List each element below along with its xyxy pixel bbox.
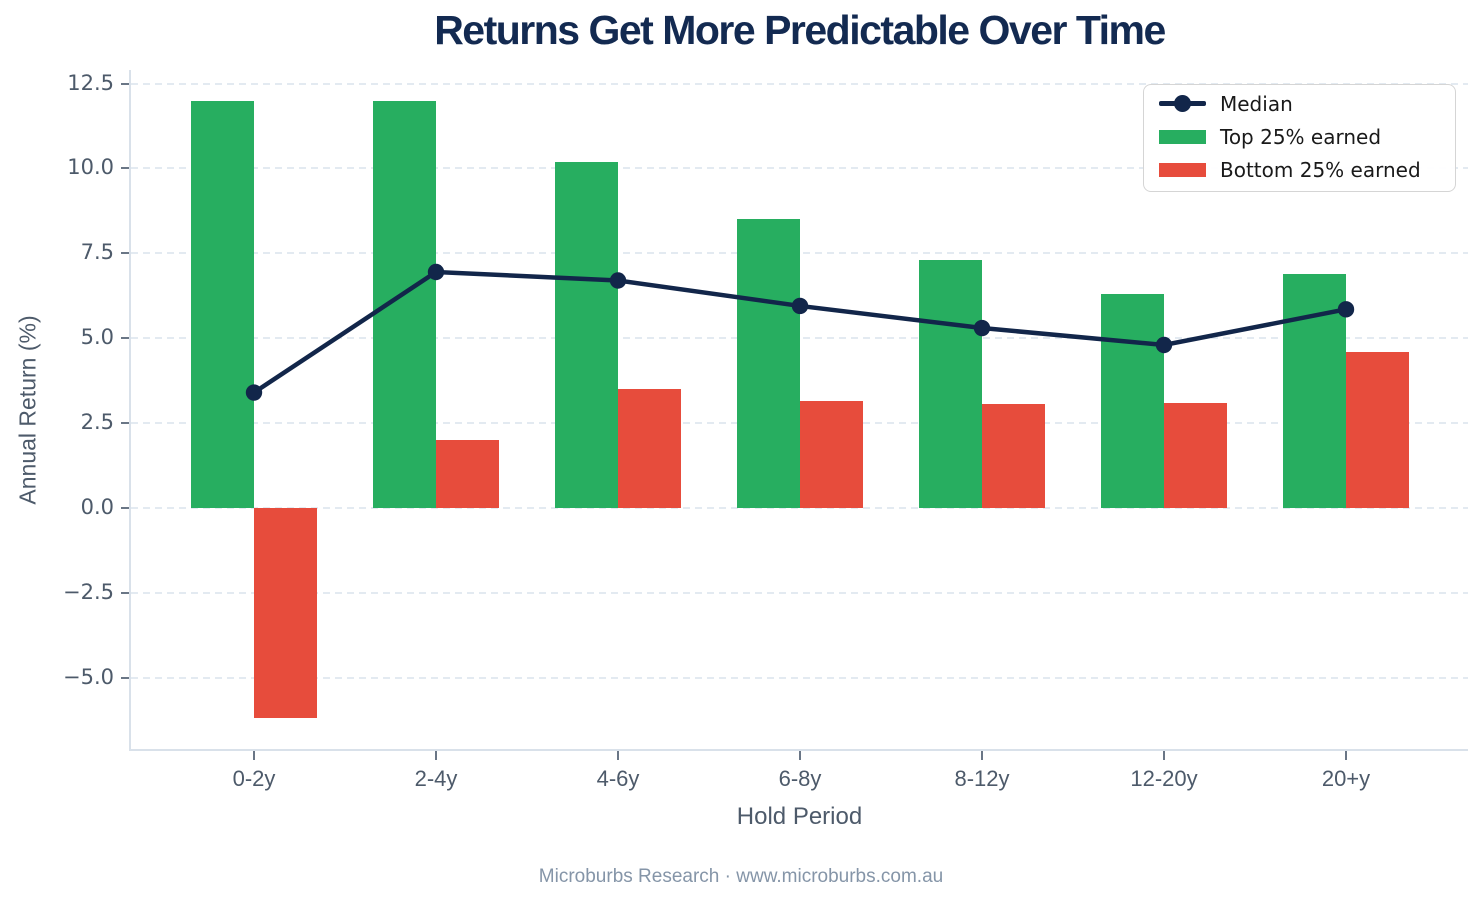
median-point-4-6y bbox=[609, 272, 627, 289]
legend-swatch-bottom-25-earned bbox=[1159, 160, 1206, 180]
y-axis-spine bbox=[129, 70, 131, 751]
bar-bottom-25-earned-6-8y bbox=[800, 401, 863, 508]
median-line bbox=[251, 269, 1349, 395]
x-tick-12-20y bbox=[1163, 751, 1165, 760]
x-tick-0-2y bbox=[253, 751, 255, 760]
gridline-12-5 bbox=[131, 82, 1468, 85]
median-point-12-20y bbox=[1155, 336, 1173, 354]
top-25-earned-swatch-icon bbox=[1159, 129, 1206, 144]
y-tick-label-7-5: 7.5 bbox=[80, 240, 114, 265]
bar-bottom-25-earned-12-20y bbox=[1164, 402, 1227, 508]
legend-item-top-25-earned: Top 25% earned bbox=[1159, 120, 1440, 153]
legend-item-bottom-25-earned: Bottom 25% earned bbox=[1159, 154, 1440, 187]
x-tick-label-12-20y: 12-20y bbox=[1130, 766, 1198, 791]
median-line-layer bbox=[245, 263, 1355, 401]
bar-top-25-earned-6-8y bbox=[737, 219, 800, 508]
bar-bottom-25-earned-4-6y bbox=[618, 389, 681, 508]
gridline-0-0 bbox=[131, 506, 1468, 509]
median-dot-icon bbox=[1174, 95, 1191, 113]
y-tick-12-5 bbox=[121, 82, 130, 85]
x-tick-label-4-6y: 4-6y bbox=[596, 766, 640, 791]
y-tick-2-5 bbox=[121, 591, 130, 594]
gridline-5-0 bbox=[131, 676, 1468, 679]
x-tick-6-8y bbox=[799, 751, 801, 760]
x-tick-20-y bbox=[1345, 751, 1347, 760]
y-tick-label-2-5: −2.5 bbox=[63, 579, 114, 604]
y-tick-7-5 bbox=[121, 252, 130, 255]
x-tick-8-12y bbox=[981, 751, 983, 760]
bar-top-25-earned-12-20y bbox=[1101, 294, 1164, 508]
bar-top-25-earned-8-12y bbox=[919, 260, 982, 508]
x-tick-label-0-2y: 0-2y bbox=[232, 766, 276, 791]
x-tick-label-20-y: 20+y bbox=[1321, 766, 1371, 791]
y-tick-label-10-0: 10.0 bbox=[67, 155, 114, 180]
x-tick-2-4y bbox=[435, 751, 437, 760]
bar-top-25-earned-4-6y bbox=[555, 161, 618, 508]
y-tick-10-0 bbox=[121, 167, 130, 170]
y-tick-label-2-5: 2.5 bbox=[80, 410, 114, 435]
y-tick-5-0 bbox=[121, 676, 130, 679]
y-tick-label-5-0: 5.0 bbox=[80, 325, 114, 350]
x-tick-4-6y bbox=[617, 751, 619, 760]
y-tick-2-5 bbox=[121, 422, 130, 425]
legend-swatch-top-25-earned bbox=[1159, 127, 1206, 147]
x-tick-label-6-8y: 6-8y bbox=[778, 766, 822, 791]
gridline-10-0 bbox=[131, 167, 1468, 170]
bar-bottom-25-earned-2-4y bbox=[436, 440, 499, 508]
y-tick-label-5-0: −5.0 bbox=[63, 664, 114, 689]
median-point-20-y bbox=[1337, 301, 1355, 318]
bar-bottom-25-earned-0-2y bbox=[254, 507, 317, 719]
footer-credit: Microburbs Research · www.microburbs.com… bbox=[538, 866, 944, 887]
median-point-6-8y bbox=[791, 297, 809, 315]
legend-swatch-median bbox=[1159, 94, 1206, 114]
y-tick-label-0-0: 0.0 bbox=[80, 494, 114, 519]
median-point-0-2y bbox=[245, 384, 263, 401]
legend-item-median: Median bbox=[1159, 87, 1440, 120]
y-tick-5-0 bbox=[121, 337, 130, 340]
bar-bottom-25-earned-20-y bbox=[1346, 351, 1409, 508]
legend-label-top-25-earned: Top 25% earned bbox=[1220, 124, 1382, 149]
legend: Median Top 25% earned Bottom 25% earned bbox=[1143, 84, 1456, 192]
x-tick-label-8-12y: 8-12y bbox=[954, 766, 1010, 791]
bottom-25-earned-swatch-icon bbox=[1159, 163, 1206, 178]
x-axis-label: Hold Period bbox=[736, 803, 863, 830]
legend-label-bottom-25-earned: Bottom 25% earned bbox=[1220, 158, 1421, 183]
bar-top-25-earned-0-2y bbox=[191, 100, 254, 508]
x-axis-spine bbox=[129, 749, 1468, 751]
y-tick-0-0 bbox=[121, 506, 130, 509]
y-tick-label-12-5: 12.5 bbox=[67, 70, 114, 95]
legend-label-median: Median bbox=[1220, 91, 1293, 116]
chart-title: Returns Get More Predictable Over Time bbox=[434, 7, 1166, 53]
bar-bottom-25-earned-8-12y bbox=[982, 404, 1045, 508]
x-tick-label-2-4y: 2-4y bbox=[414, 766, 458, 791]
median-point-2-4y bbox=[427, 263, 445, 281]
gridline-2-5 bbox=[131, 591, 1468, 594]
median-point-8-12y bbox=[973, 319, 991, 337]
